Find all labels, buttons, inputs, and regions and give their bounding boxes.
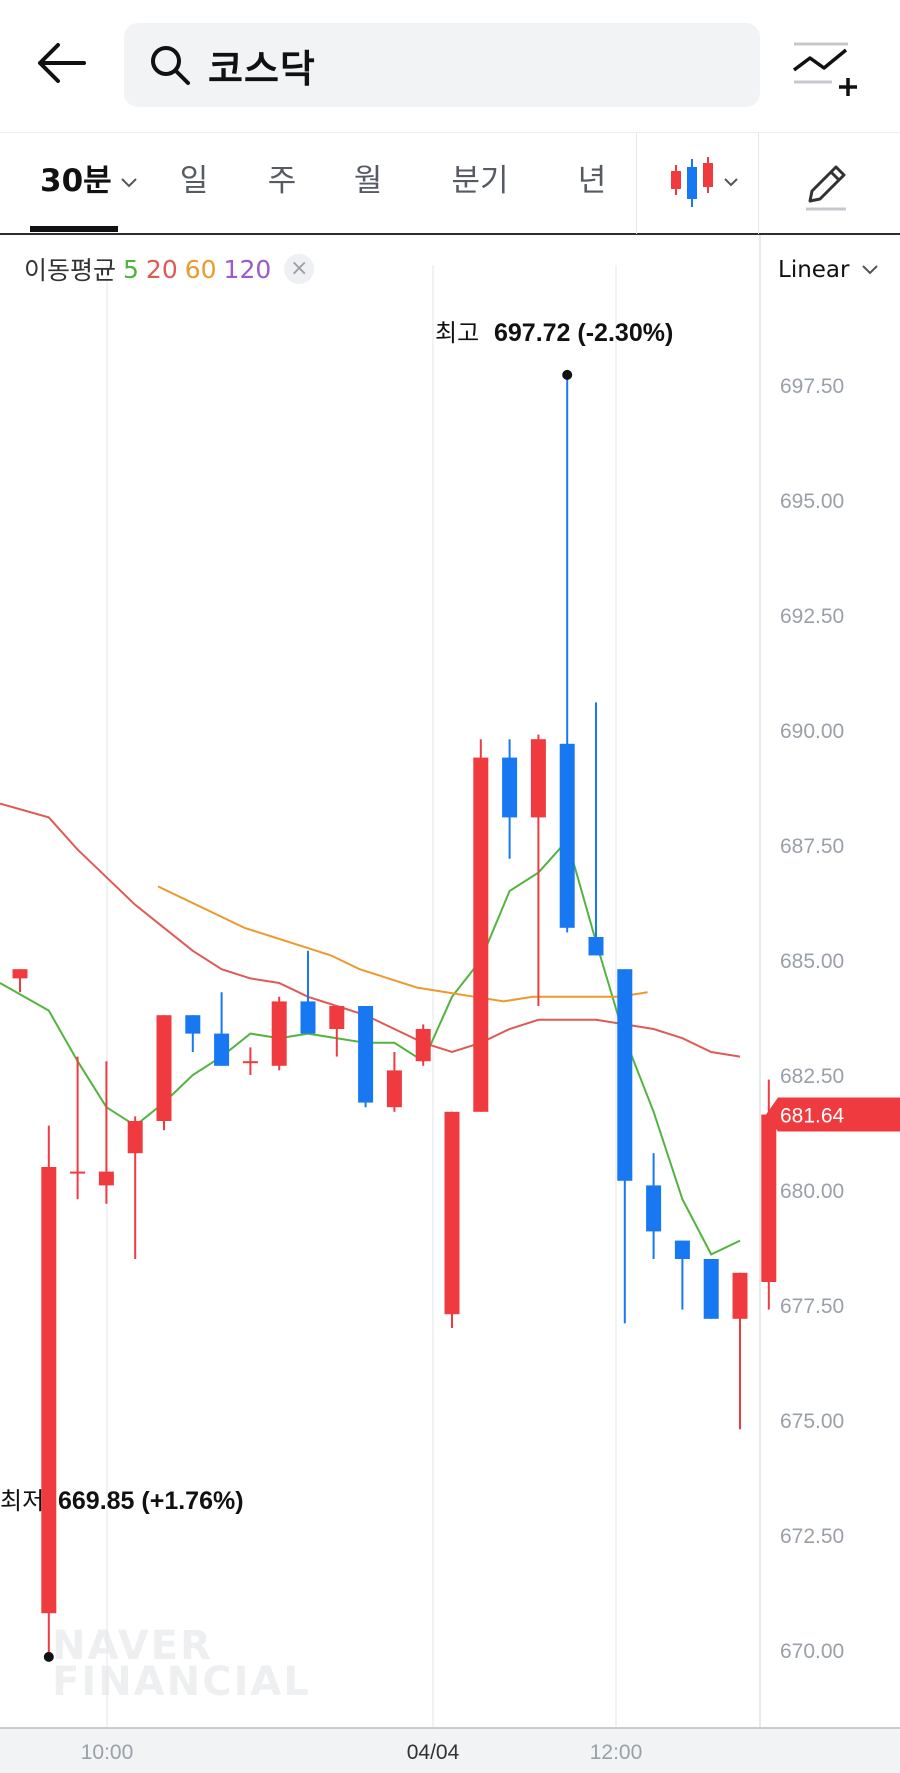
- tab-month[interactable]: 월: [338, 133, 398, 234]
- candle-body: [127, 1121, 143, 1154]
- tab-quarter-label: 분기: [451, 163, 509, 199]
- tab-30min[interactable]: 30분: [40, 133, 144, 234]
- scale-select-label: Linear: [778, 257, 850, 283]
- chart-add-button[interactable]: [792, 38, 862, 98]
- active-tab-indicator: [30, 226, 118, 232]
- ma-period-5: 5: [123, 254, 139, 284]
- search-input[interactable]: 코스닥: [124, 23, 760, 107]
- draw-tool-button[interactable]: [796, 157, 858, 217]
- low-marker: [43, 1651, 54, 1662]
- x-tick-label: 12:00: [590, 1741, 643, 1764]
- ma-period-20: 20: [145, 254, 178, 284]
- tab-quarter[interactable]: 분기: [440, 133, 520, 234]
- low-label-prefix: 최저: [0, 1487, 44, 1515]
- y-tick-label: 682.50: [780, 1065, 844, 1088]
- candle-body: [415, 1029, 431, 1062]
- y-tick-label: 690.00: [780, 720, 844, 743]
- candle-body: [70, 1171, 86, 1174]
- x-tick-label: 10:00: [81, 1741, 134, 1764]
- tab-week[interactable]: 주: [252, 133, 312, 234]
- candle-body: [358, 1006, 374, 1103]
- candle-body: [214, 1033, 230, 1066]
- y-tick-label: 692.50: [780, 605, 844, 628]
- arrow-left-icon: [38, 43, 86, 83]
- tab-divider: [758, 133, 759, 234]
- candle-body: [41, 1167, 57, 1614]
- chart-add-icon: [792, 42, 857, 96]
- candle-body: [703, 1259, 719, 1319]
- last-price-label: 681.64: [780, 1105, 845, 1128]
- tab-divider: [636, 133, 637, 234]
- tab-year[interactable]: 년: [562, 133, 622, 234]
- watermark-line-2: FINANCIAL: [52, 1659, 311, 1705]
- y-tick-label: 680.00: [780, 1180, 844, 1203]
- candle-body: [156, 1015, 172, 1121]
- tab-day[interactable]: 일: [164, 133, 224, 234]
- candle-body: [473, 757, 489, 1112]
- time-axis-band: [0, 1729, 900, 1773]
- y-tick-label: 672.50: [780, 1525, 844, 1548]
- candle-body: [98, 1171, 114, 1186]
- tab-month-label: 월: [353, 163, 383, 199]
- chevron-down-icon: [862, 265, 879, 275]
- period-tab-bar: 30분 일 주 월 분기 년: [0, 132, 900, 235]
- naver-financial-watermark: NAVER FINANCIAL: [52, 1623, 311, 1705]
- chart-area[interactable]: 697.50 695.00 692.50 690.00 687.50 685.00 682.…: [0, 235, 900, 1773]
- candle-body: [674, 1240, 690, 1259]
- candle-body: [444, 1111, 460, 1315]
- ma-line-60: [157, 885, 648, 1003]
- tab-year-label: 년: [577, 163, 607, 199]
- y-tick-label: 695.00: [780, 490, 844, 513]
- y-tick-label: 687.50: [780, 835, 844, 858]
- candle-body: [300, 1001, 316, 1034]
- low-label-value: 669.85 (+1.76%): [58, 1487, 244, 1515]
- search-query-text: 코스닥: [208, 46, 316, 91]
- candle-body: [732, 1272, 748, 1319]
- scale-select[interactable]: Linear: [778, 257, 879, 283]
- candle-body: [386, 1070, 402, 1108]
- candle-body: [12, 969, 28, 979]
- candle-body: [329, 1006, 345, 1029]
- candle-body: [530, 739, 546, 818]
- y-tick-label: 697.50: [780, 375, 844, 398]
- search-icon: [148, 43, 192, 87]
- ma-period-120: 120: [223, 254, 272, 284]
- candle-body: [617, 969, 633, 1181]
- last-price-tag: [766, 1097, 900, 1132]
- back-button[interactable]: [28, 30, 94, 96]
- moving-average-legend[interactable]: 이동평균 5 20 60 120 ×: [24, 249, 315, 289]
- candle-body: [646, 1185, 662, 1232]
- tab-day-label: 일: [179, 163, 209, 199]
- candlestick-chart[interactable]: 697.50 695.00 692.50 690.00 687.50 685.00 682.…: [0, 235, 900, 1773]
- y-tick-label: 670.00: [780, 1640, 844, 1663]
- ma-legend-title: 이동평균: [24, 256, 117, 285]
- y-tick-label: 685.00: [780, 950, 844, 973]
- candlestick-icon: [671, 157, 738, 207]
- tab-week-label: 주: [267, 163, 297, 199]
- ma-period-60: 60: [184, 254, 217, 284]
- candle-body: [242, 1061, 258, 1064]
- candle-body: [185, 1015, 201, 1034]
- chevron-down-icon: [120, 177, 137, 187]
- candle-body: [559, 743, 575, 928]
- x-tick-label: 04/04: [407, 1741, 460, 1764]
- high-marker: [562, 369, 573, 380]
- high-label-prefix: 최고: [435, 319, 479, 347]
- close-icon[interactable]: ×: [284, 254, 315, 284]
- y-tick-label: 677.50: [780, 1295, 844, 1318]
- candle-body: [588, 937, 604, 956]
- tab-30min-label: 30분: [40, 163, 112, 199]
- y-tick-label: 675.00: [780, 1410, 844, 1433]
- candle-body: [271, 1001, 287, 1066]
- chart-type-button[interactable]: [668, 155, 750, 215]
- candle-body: [761, 1114, 777, 1282]
- pencil-icon: [806, 165, 846, 211]
- app-header: 코스닥: [0, 0, 900, 132]
- watermark-line-1: NAVER: [52, 1623, 213, 1669]
- candle-body: [502, 757, 518, 818]
- high-label-value: 697.72 (-2.30%): [494, 319, 673, 347]
